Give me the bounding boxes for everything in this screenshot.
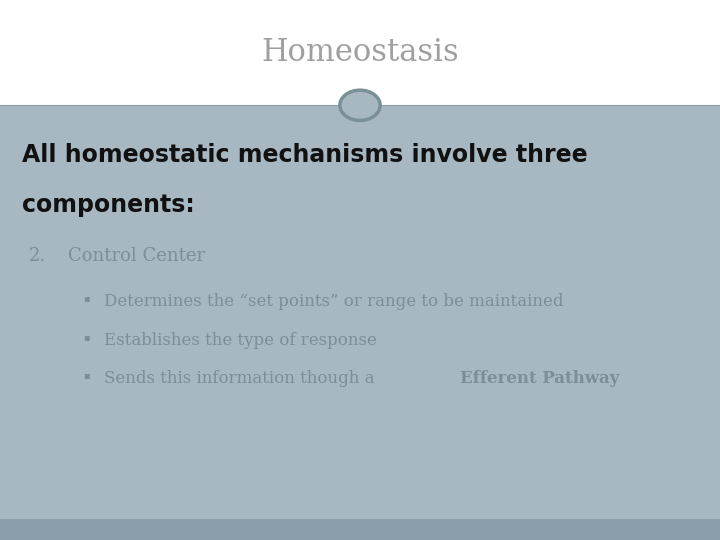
Text: ▪: ▪ (83, 332, 89, 342)
Text: Control Center: Control Center (68, 247, 205, 265)
FancyBboxPatch shape (0, 519, 720, 540)
Text: Efferent Pathway: Efferent Pathway (460, 370, 620, 387)
Text: Determines the “set points” or range to be maintained: Determines the “set points” or range to … (104, 293, 564, 309)
Text: 2.: 2. (29, 247, 46, 265)
FancyBboxPatch shape (0, 105, 720, 519)
Text: ▪: ▪ (83, 293, 89, 303)
Text: Sends this information though a: Sends this information though a (104, 370, 380, 387)
Text: Homeostasis: Homeostasis (261, 37, 459, 68)
Text: All homeostatic mechanisms involve three: All homeostatic mechanisms involve three (22, 143, 588, 167)
FancyBboxPatch shape (0, 0, 720, 105)
Text: ▪: ▪ (83, 370, 89, 381)
Circle shape (340, 90, 380, 120)
Text: Establishes the type of response: Establishes the type of response (104, 332, 377, 348)
Text: components:: components: (22, 193, 194, 217)
